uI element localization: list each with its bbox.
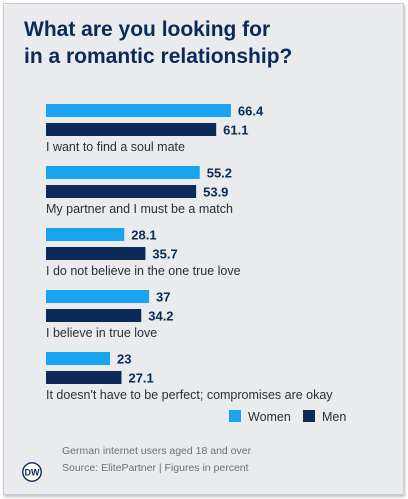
value-label-men-4: 34.2	[148, 309, 173, 324]
legend-label-men: Men	[322, 410, 346, 424]
value-label-men-3: 35.7	[152, 247, 177, 262]
value-label-women-1: 66.4	[238, 104, 264, 119]
title-line-2: in a romantic relationship?	[24, 45, 293, 68]
bar-men-3	[46, 247, 146, 260]
category-label-1: I want to find a soul mate	[46, 140, 185, 154]
chart-title: What are you looking for in a romantic r…	[24, 16, 384, 70]
value-label-men-2: 53.9	[203, 185, 228, 200]
category-label-4: I believe in true love	[46, 326, 157, 340]
bar-women-3	[46, 228, 125, 241]
value-label-men-1: 61.1	[223, 123, 248, 138]
dw-logo: DW	[22, 462, 42, 482]
bar-men-4	[46, 309, 142, 322]
bar-women-4	[46, 290, 150, 303]
bar-women-5	[46, 352, 111, 365]
bar-men-2	[46, 185, 197, 198]
bar-chart: 66.4 61.1 I want to find a soul mate 55.2 53…	[46, 104, 346, 424]
value-label-women-5: 23	[117, 352, 131, 367]
bar-men-5	[46, 371, 122, 384]
value-label-women-3: 28.1	[131, 228, 156, 243]
footnote: German internet users aged 18 and over	[62, 445, 252, 457]
legend-swatch-women	[229, 410, 241, 422]
value-label-women-2: 55.2	[207, 166, 232, 181]
source-note: Source: ElitePartner | Figures in percen…	[62, 462, 249, 474]
legend-label-women: Women	[248, 410, 291, 424]
value-label-women-4: 37	[156, 290, 170, 305]
category-label-3: I do not believe in the one true love	[46, 264, 241, 278]
value-label-men-5: 27.1	[128, 371, 153, 386]
title-line-1: What are you looking for	[24, 18, 271, 41]
category-label-2: My partner and I must be a match	[46, 202, 233, 216]
bar-women-1	[46, 104, 231, 117]
category-label-5: It doesn't have to be perfect; compromis…	[46, 388, 333, 402]
logo-text: DW	[25, 468, 40, 478]
bar-men-1	[46, 123, 217, 136]
legend-swatch-men	[303, 410, 315, 422]
bar-women-2	[46, 166, 200, 179]
